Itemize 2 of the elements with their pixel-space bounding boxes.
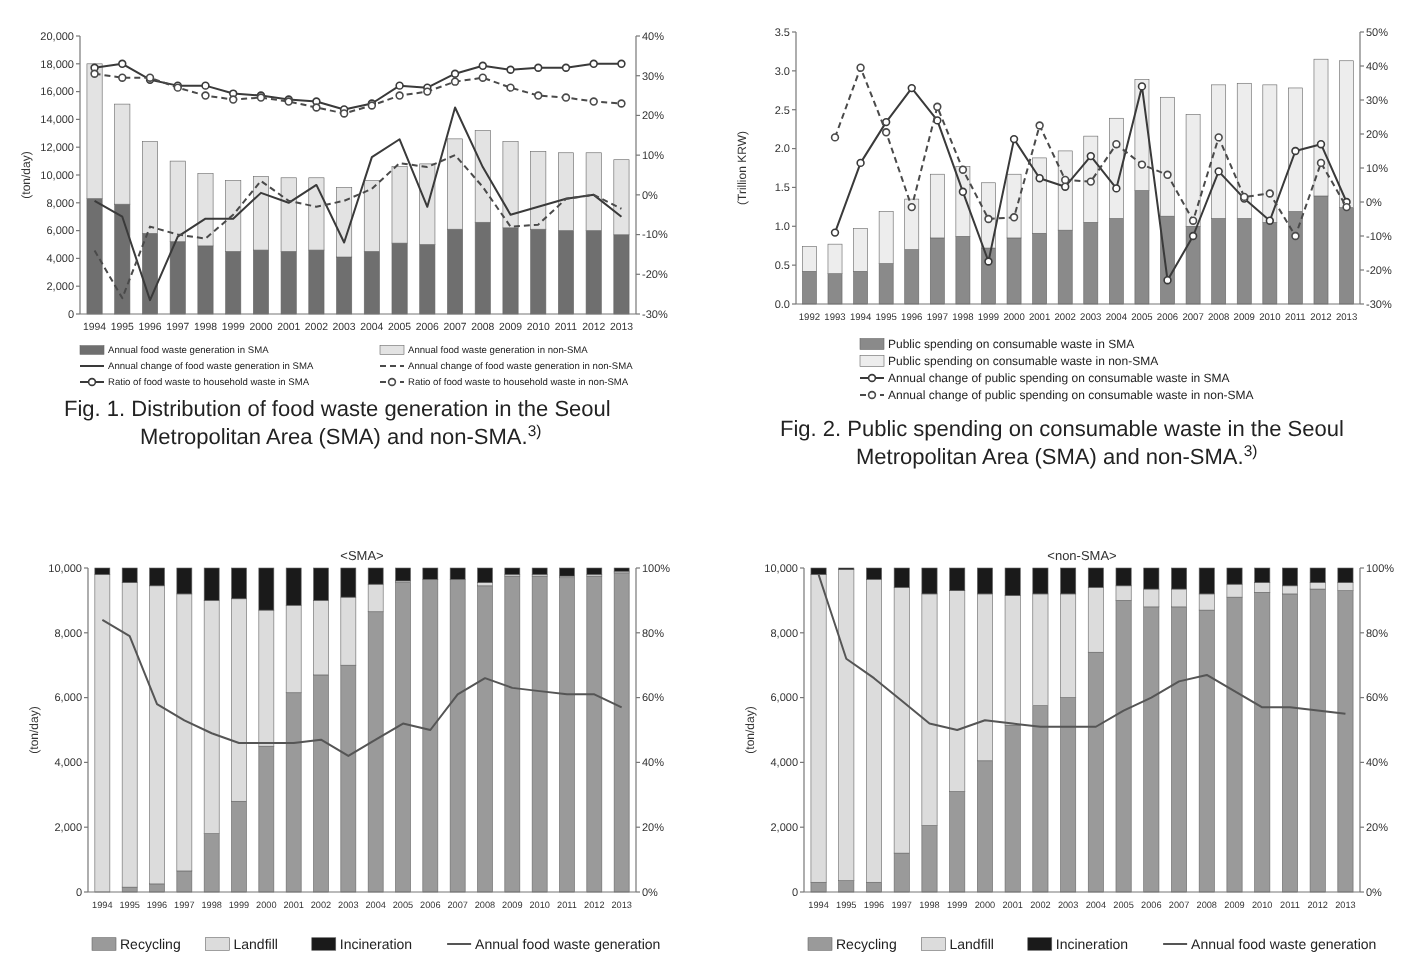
caption: Fig. 1. Distribution of food waste generation in the Seoul Metropolitan Area (SMA) and non-SMA.$^{3)}$ — [64, 398, 611, 450]
caption: Fig. 2. Public spending on consumable waste in the Seoul Metropolitan Area (SMA) and non-SMA.$^{3)}$ — [780, 418, 1344, 470]
